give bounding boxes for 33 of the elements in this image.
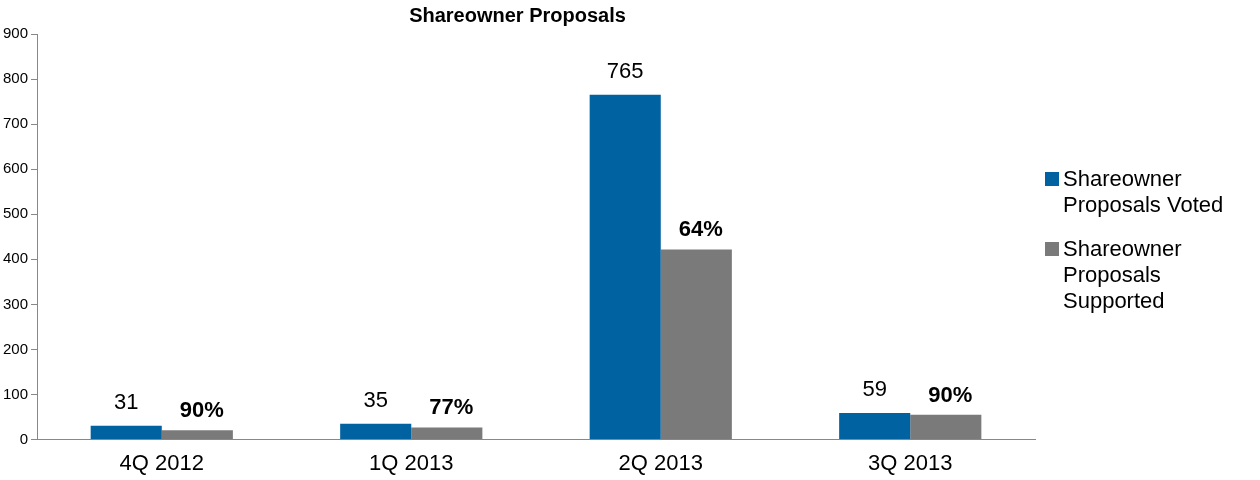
- bar: [910, 414, 982, 440]
- bar: [90, 425, 162, 440]
- bar: [839, 413, 911, 440]
- data-label: 765: [606, 57, 644, 83]
- annotation: 64%: [678, 216, 723, 242]
- bar: [411, 427, 483, 440]
- x-tick-label: 3Q 2013: [868, 449, 953, 475]
- y-tick-label: 200: [3, 339, 29, 357]
- y-tick-label: 300: [3, 294, 29, 312]
- annotation: 90%: [179, 397, 224, 423]
- x-tick-label: 2Q 2013: [618, 449, 703, 475]
- annotation: 90%: [928, 381, 973, 407]
- legend-label: Shareowner Proposals Voted: [1063, 166, 1225, 218]
- bar: [161, 430, 233, 440]
- y-tick-label: 800: [3, 69, 29, 87]
- y-tick-label: 0: [19, 429, 29, 447]
- chart-title: Shareowner Proposals: [409, 3, 626, 26]
- y-tick-label: 600: [3, 159, 29, 177]
- y-tick-label: 500: [3, 204, 29, 222]
- legend-label: Shareowner Proposals Supported: [1063, 236, 1183, 314]
- y-tick-label: 100: [3, 384, 29, 402]
- bar: [589, 94, 661, 440]
- bar: [340, 423, 412, 440]
- annotation: 77%: [429, 394, 474, 420]
- data-label: 59: [862, 376, 887, 402]
- x-tick-label: 4Q 2012: [119, 449, 204, 475]
- x-tick-label: 1Q 2013: [369, 449, 454, 475]
- data-label: 31: [113, 388, 139, 414]
- bar: [660, 249, 732, 440]
- y-tick-label: 900: [3, 24, 29, 42]
- y-tick-label: 400: [3, 249, 29, 267]
- data-label: 35: [363, 386, 388, 412]
- y-tick-label: 700: [3, 114, 29, 132]
